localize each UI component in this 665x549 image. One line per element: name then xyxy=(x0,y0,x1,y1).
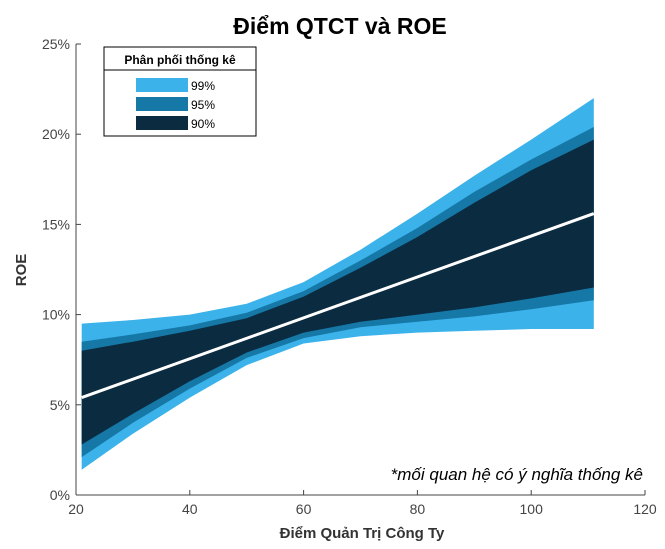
legend-swatch-99pct xyxy=(136,78,188,92)
chart-title: Điểm QTCT và ROE xyxy=(233,13,446,39)
legend-label-90pct: 90% xyxy=(191,117,215,131)
x-tick-label: 100 xyxy=(520,501,544,517)
x-tick-label: 60 xyxy=(296,501,312,517)
significance-annotation: *mối quan hệ có ý nghĩa thống kê xyxy=(391,465,643,484)
trend-line xyxy=(81,212,595,399)
x-axis-label: Điểm Quản Trị Công Ty xyxy=(280,525,445,542)
y-tick-label: 10% xyxy=(42,307,70,323)
legend-swatch-90pct xyxy=(136,116,188,130)
legend-label-99pct: 99% xyxy=(191,79,215,93)
axes xyxy=(75,43,646,496)
y-tick-label: 15% xyxy=(42,216,70,232)
y-tick-label: 20% xyxy=(42,126,70,142)
x-tick-label: 40 xyxy=(182,501,198,517)
tick-labels: 20 40 60 80 100 120 0% 5% 10% 15% 20% 25% xyxy=(42,36,657,517)
x-tick-label: 20 xyxy=(68,501,84,517)
legend-label-95pct: 95% xyxy=(191,98,215,112)
x-tick-label: 80 xyxy=(410,501,426,517)
y-tick-label: 0% xyxy=(50,487,70,503)
legend-swatch-95pct xyxy=(136,97,188,111)
legend-title: Phân phối thống kê xyxy=(124,53,236,67)
confidence-bands xyxy=(81,98,594,470)
legend: Phân phối thống kê 99% 95% 90% xyxy=(103,46,257,137)
trend-line-group xyxy=(81,212,595,399)
band-90pct xyxy=(81,139,594,445)
y-axis-label: ROE xyxy=(13,254,30,287)
x-tick-label: 120 xyxy=(633,501,657,517)
y-tick-label: 25% xyxy=(42,36,70,52)
y-tick-label: 5% xyxy=(50,397,70,413)
